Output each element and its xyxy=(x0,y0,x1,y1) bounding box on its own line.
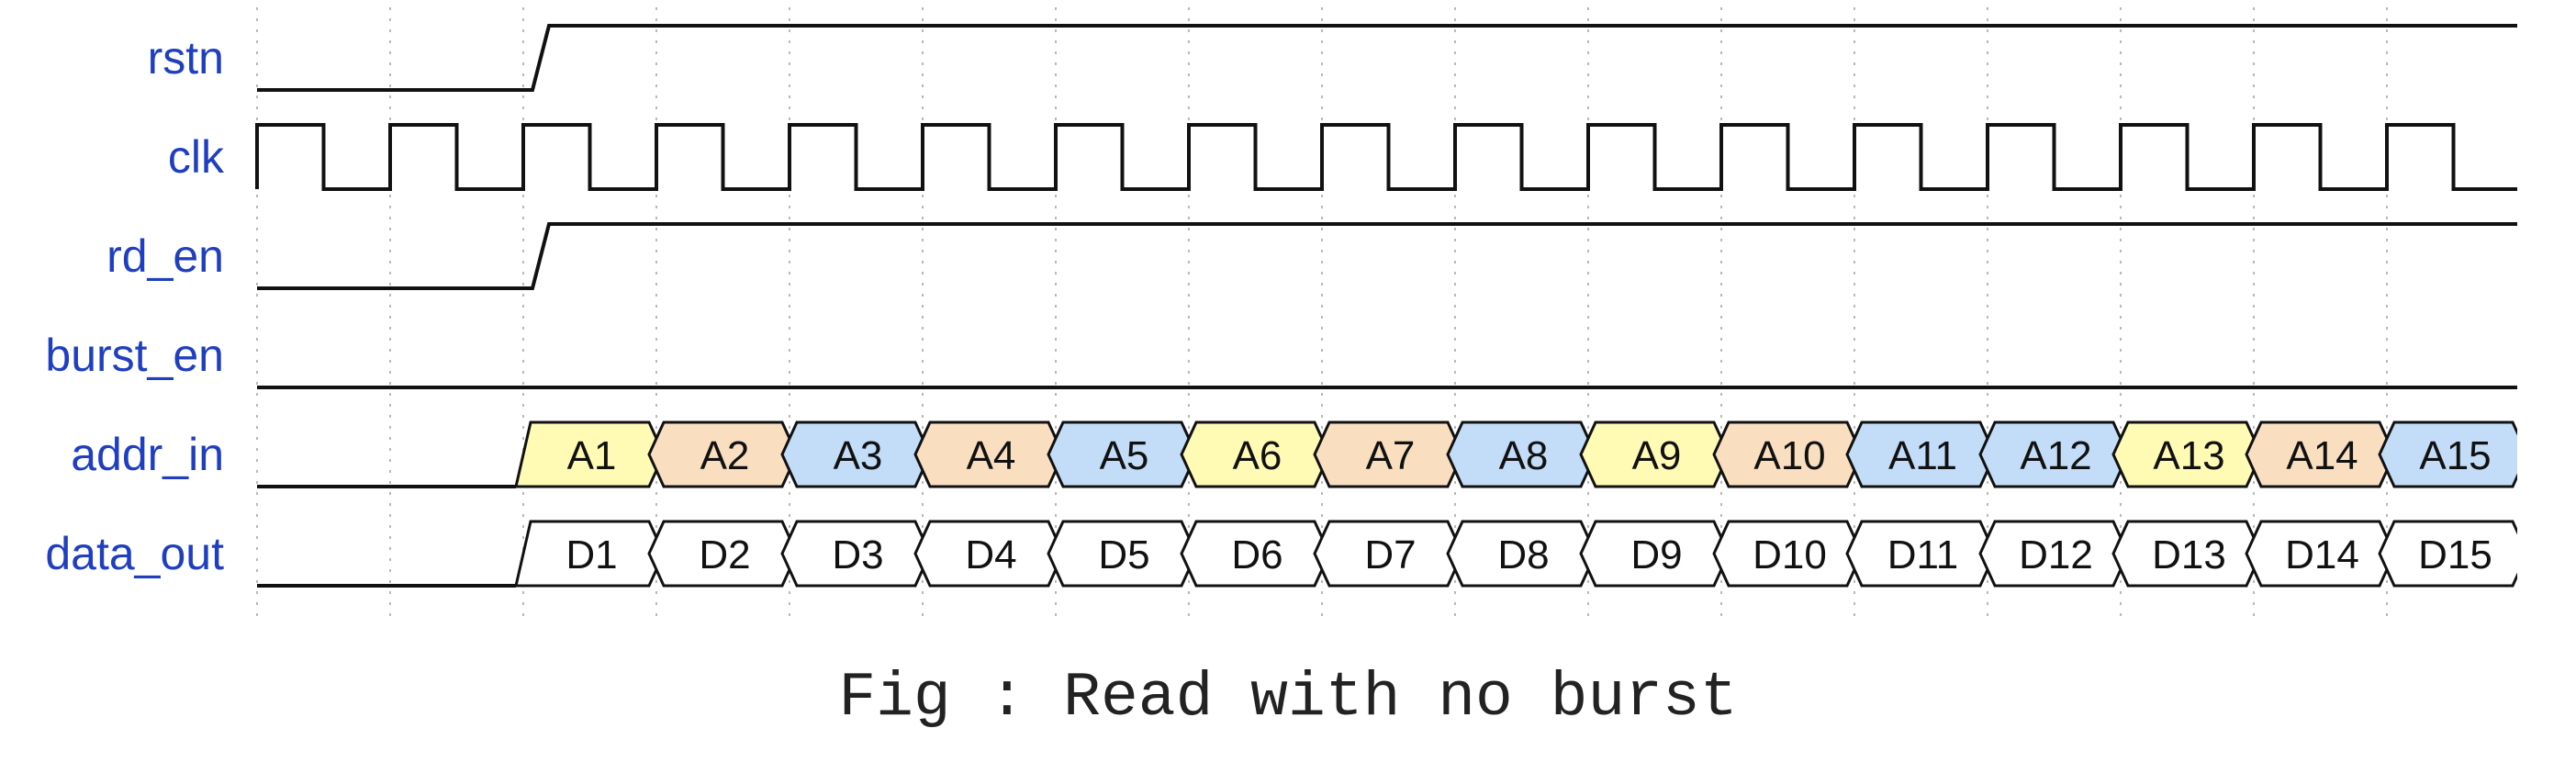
bus-value-label: A11 xyxy=(1888,433,1957,478)
bus-value-label: D2 xyxy=(699,532,750,577)
bus-value-label: D11 xyxy=(1887,532,1958,577)
bus-value-label: D7 xyxy=(1364,532,1416,577)
bus-value-label: D3 xyxy=(832,532,883,577)
signal-row-clk: clk xyxy=(168,123,2517,191)
signal-trace xyxy=(257,24,2517,92)
bus-value-label: D8 xyxy=(1497,532,1549,577)
bus-segment xyxy=(2378,520,2517,588)
bus-value-label: D9 xyxy=(1630,532,1682,577)
bus-value-label: A4 xyxy=(967,433,1016,478)
bus-value-label: A12 xyxy=(2020,433,2091,478)
bus-value-label: A9 xyxy=(1632,433,1682,478)
bus-value-label: D5 xyxy=(1098,532,1149,577)
bus-value-label: D1 xyxy=(566,532,617,577)
bus-segment xyxy=(2378,420,2517,488)
bus-value-label: A10 xyxy=(1753,433,1825,478)
signal-row-data_out: data_out D1 D2 D3 D4 D5 D6 D7 D8 D9 D10 D11 D12 D13 D1… xyxy=(45,520,2517,588)
signal-row-rd_en: rd_en xyxy=(106,222,2517,290)
bus-segments: D1 D2 D3 D4 D5 D6 D7 D8 D9 D10 D11 D12 D13 D14 D15 xyxy=(514,520,2517,588)
bus-value-label: A2 xyxy=(700,433,750,478)
signal-label: data_out xyxy=(45,528,224,579)
bus-value-label: A3 xyxy=(834,433,883,478)
bus-value-label: D4 xyxy=(965,532,1016,577)
bus-value-label: A14 xyxy=(2286,433,2358,478)
signal-row-rstn: rstn xyxy=(148,24,2517,92)
bus-value-label: A1 xyxy=(567,433,617,478)
bus-value-label: D12 xyxy=(2019,532,2093,577)
signal-label: burst_en xyxy=(45,330,224,381)
bus-value-label: A5 xyxy=(1100,433,1149,478)
bus-value-label: D13 xyxy=(2152,532,2226,577)
bus-value-label: A8 xyxy=(1499,433,1549,478)
bus-value-label: A13 xyxy=(2153,433,2224,478)
signal-label: clk xyxy=(168,131,225,183)
signal-label: rd_en xyxy=(106,230,224,282)
signal-row-addr_in: addr_in A1 A2 A3 A4 A5 A6 A7 A8 A9 A10 A11 A12 A13 A14… xyxy=(71,420,2517,488)
bus-value-label: A6 xyxy=(1233,433,1282,478)
signal-label: addr_in xyxy=(71,429,224,480)
figure-caption: Fig : Read with no burst xyxy=(838,663,1738,734)
signal-trace xyxy=(257,222,2517,290)
bus-value-label: D6 xyxy=(1231,532,1282,577)
bus-value-label: A15 xyxy=(2419,433,2491,478)
bus-value-label: D14 xyxy=(2285,532,2359,577)
bus-value-label: D10 xyxy=(1753,532,1827,577)
bus-segments: A1 A2 A3 A4 A5 A6 A7 A8 A9 A10 A11 A12 A13 A14 A15 xyxy=(514,420,2517,488)
clock-trace xyxy=(255,123,2517,191)
bus-value-label: A7 xyxy=(1366,433,1416,478)
signal-label: rstn xyxy=(148,32,224,84)
signal-row-burst_en: burst_en xyxy=(45,330,2517,389)
bus-value-label: D15 xyxy=(2418,532,2492,577)
